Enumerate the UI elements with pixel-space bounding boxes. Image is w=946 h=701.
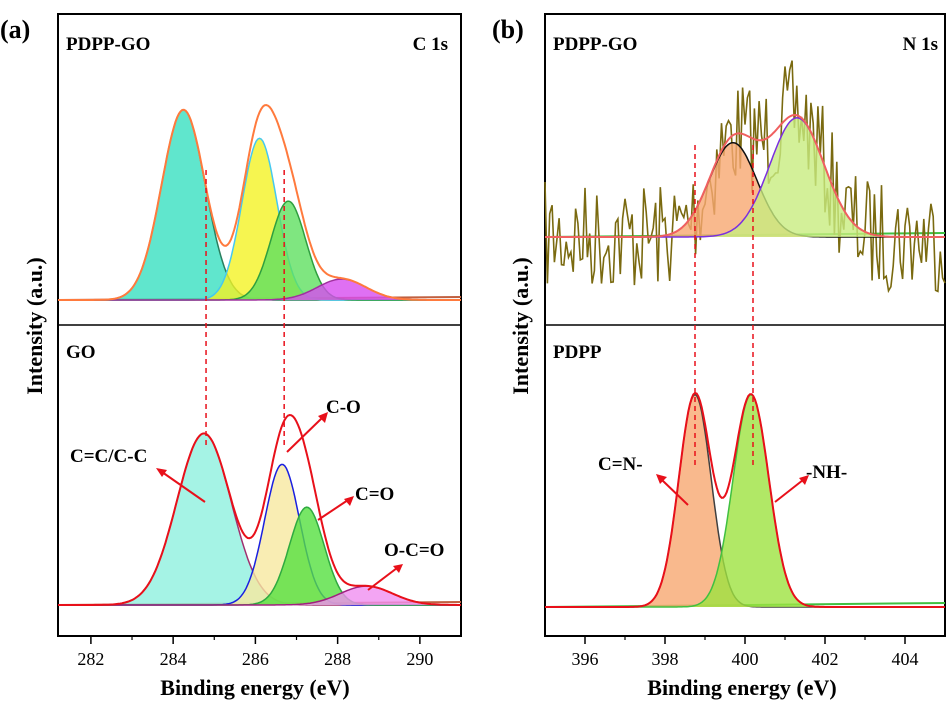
annotation-arrow-cc [161, 471, 206, 503]
panel-a-x-axis: 282 284 286 288 290 [77, 636, 433, 669]
annotation-arrowhead-nh [799, 475, 809, 485]
panel-b-label: (b) [492, 15, 524, 44]
x-tick-label-4: 290 [406, 649, 433, 669]
envelope-line [58, 103, 461, 301]
annotation-nh-label: -NH- [806, 462, 847, 483]
panel-a-top-sample-label: PDPP-GO [66, 34, 150, 55]
annotation-arrowhead-cc [156, 468, 167, 477]
x-tick-label-1: 398 [652, 649, 679, 669]
panel-b-top-sample-label: PDPP-GO [553, 34, 637, 55]
peak-fill-1 [58, 464, 461, 605]
annotation-co-label: C-O [326, 397, 361, 418]
annotation-arrow-nh [774, 479, 804, 503]
x-tick-label-2: 286 [242, 649, 269, 669]
annotation-occo-label: O-C=O [384, 540, 444, 561]
peak-fill-3 [58, 586, 461, 605]
panel-a-top-plot [57, 103, 462, 301]
panel-b-x-axis-title: Binding energy (eV) [647, 675, 836, 700]
annotation-c-double-o-label: C=O [355, 484, 394, 505]
panel-a-dashed-guides [205, 170, 285, 445]
x-tick-label-1: 284 [160, 649, 187, 669]
x-tick-label-4: 404 [892, 649, 919, 669]
annotation-cc-label: C=C/C-C [70, 446, 147, 467]
x-tick-label-2: 400 [732, 649, 759, 669]
annotation-arrowhead-occo [393, 564, 403, 573]
panel-a-bottom-plot [57, 413, 462, 606]
envelope-line [545, 391, 945, 608]
panel-b-corner-label: N 1s [903, 34, 938, 55]
x-tick-label-3: 288 [324, 649, 351, 669]
annotation-arrowhead-c-double-o [344, 496, 354, 506]
annotation-arrow-occo [367, 567, 398, 591]
panel-a-label: (a) [0, 15, 30, 44]
panel-a: (a) PDPP-GO C 1s GO 282 284 286 288 290 Bind… [0, 13, 462, 700]
peak-fill-2 [58, 201, 461, 300]
panel-b-bottom-sample-label: PDPP [553, 342, 602, 363]
panel-b: (b) PDPP-GO N 1s PDPP 396 398 400 402 404 Bi… [492, 13, 946, 700]
panel-b-x-axis: 396 398 400 402 404 [572, 636, 919, 669]
panel-a-y-axis-title: Intensity (a.u.) [22, 257, 47, 395]
x-tick-label-0: 396 [572, 649, 599, 669]
panel-b-top-plot [544, 60, 946, 294]
panel-a-corner-label: C 1s [413, 34, 448, 55]
peak-fill-0 [545, 142, 945, 237]
peak-fill-1 [58, 138, 461, 300]
envelope-line [58, 413, 461, 606]
annotation-arrow-cn [661, 479, 689, 506]
peak-fill-1 [545, 394, 945, 607]
annotation-arrow-co [286, 417, 323, 453]
panel-b-annotations: C=N- -NH- [598, 454, 847, 506]
peak-fill-0 [58, 109, 461, 300]
envelope-line [545, 113, 945, 238]
panel-b-bottom-plot [544, 391, 946, 608]
panel-a-annotations: C=C/C-C C-O C=O O-C=O [70, 397, 444, 591]
raw-data-trace [544, 60, 946, 294]
annotation-arrowhead-co [318, 412, 328, 423]
panel-b-y-axis-title: Intensity (a.u.) [508, 257, 533, 395]
annotation-arrow-c-double-o [317, 499, 349, 521]
annotation-cn-label: C=N- [598, 454, 643, 475]
annotation-arrowhead-cn [656, 474, 667, 484]
x-tick-label-0: 282 [77, 649, 104, 669]
x-tick-label-3: 402 [812, 649, 839, 669]
panel-a-bottom-sample-label: GO [66, 342, 96, 363]
panel-a-x-axis-title: Binding energy (eV) [160, 675, 349, 700]
